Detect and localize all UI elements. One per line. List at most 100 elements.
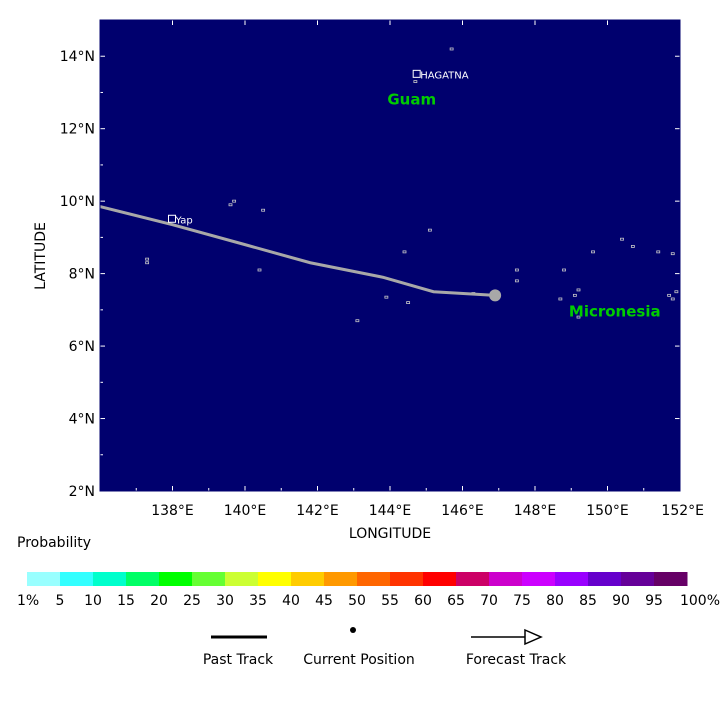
- probability-label: 20: [150, 593, 168, 609]
- probability-label: 70: [480, 593, 498, 609]
- island: [562, 268, 566, 272]
- x-axis-label: LONGITUDE: [349, 526, 431, 542]
- probability-label: 50: [348, 593, 366, 609]
- probability-swatch: [291, 572, 325, 586]
- island: [670, 252, 675, 256]
- probability-scale-labels: 1% 5 10 15 20 25 30 35 40 45 50 55 60 65 70 75 80 85 90 95 1…: [17, 593, 720, 609]
- x-tick-label: 138°E: [151, 503, 194, 519]
- city-marker-icon: [168, 214, 176, 223]
- y-tick-label: 14°N: [60, 49, 95, 65]
- probability-swatch: [126, 572, 160, 586]
- x-tick-label: 152°E: [661, 503, 704, 519]
- probability-label: 10: [84, 593, 102, 609]
- probability-swatch: [27, 572, 61, 586]
- island: [630, 245, 635, 248]
- probability-label: 25: [183, 593, 201, 609]
- current-position-marker: [489, 289, 502, 302]
- probability-swatch: [390, 572, 424, 586]
- island: [261, 208, 266, 212]
- y-tick-label: 8°N: [69, 267, 95, 283]
- x-tick-label: 150°E: [586, 503, 629, 519]
- x-tick-label: 146°E: [441, 503, 484, 519]
- island: [228, 203, 233, 207]
- probability-label: 40: [282, 593, 300, 609]
- probability-label: 55: [381, 593, 399, 609]
- city-labels: HAGATNA Yap: [168, 69, 469, 226]
- past-track-line: [99, 205, 496, 297]
- island: [145, 261, 150, 265]
- probability-color-scale: [27, 572, 688, 586]
- probability-swatch: [159, 572, 193, 586]
- island: [232, 199, 237, 203]
- forecast-track-key-label: Forecast Track: [466, 652, 567, 668]
- island: [449, 47, 454, 51]
- probability-label: 90: [612, 593, 630, 609]
- island: [656, 250, 661, 254]
- probability-swatch: [522, 572, 556, 586]
- island: [384, 295, 389, 299]
- y-tick-label: 6°N: [69, 339, 95, 355]
- probability-label: 35: [249, 593, 267, 609]
- x-tick-label: 140°E: [224, 503, 267, 519]
- y-tick-label: 12°N: [60, 122, 95, 138]
- region-label: Micronesia: [569, 303, 661, 321]
- axis-ticks: 138°E 140°E 142°E 144°E 146°E 148°E 150°E 152°E…: [60, 20, 704, 519]
- probability-label: 15: [117, 593, 135, 609]
- island: [427, 228, 432, 232]
- probability-swatch: [489, 572, 523, 586]
- probability-label: 5: [56, 593, 65, 609]
- city-label: HAGATNA: [420, 70, 469, 81]
- island: [674, 290, 679, 294]
- probability-label: 30: [216, 593, 234, 609]
- island: [572, 293, 577, 297]
- probability-swatch: [654, 572, 688, 586]
- probability-swatch: [357, 572, 391, 586]
- y-tick-label: 2°N: [69, 484, 95, 500]
- region-label: Guam: [387, 91, 436, 109]
- island: [670, 297, 675, 301]
- island: [667, 293, 672, 297]
- city-marker-icon: [412, 69, 421, 78]
- probability-swatch: [225, 572, 259, 586]
- island: [145, 257, 150, 261]
- probability-label: 100%: [680, 593, 720, 609]
- island: [257, 268, 262, 272]
- x-tick-label: 144°E: [369, 503, 412, 519]
- probability-label: 85: [579, 593, 597, 609]
- island: [576, 315, 581, 319]
- legend-title: Probability: [17, 535, 91, 551]
- probability-swatch: [621, 572, 655, 586]
- past-track-key-label: Past Track: [203, 652, 274, 668]
- island: [558, 297, 563, 301]
- map-area: [100, 20, 680, 491]
- probability-label: 1%: [17, 593, 39, 609]
- x-tick-label: 142°E: [296, 503, 339, 519]
- island: [591, 250, 595, 254]
- island: [514, 279, 519, 283]
- island: [576, 288, 581, 292]
- probability-swatch: [258, 572, 292, 586]
- current-position-key-dot: [350, 627, 356, 633]
- island: [514, 268, 519, 272]
- y-tick-label: 4°N: [69, 412, 95, 428]
- probability-label: 60: [414, 593, 432, 609]
- probability-label: 45: [315, 593, 333, 609]
- probability-swatch: [588, 572, 622, 586]
- island-outlines: [145, 47, 679, 323]
- y-tick-label: 10°N: [60, 194, 95, 210]
- island: [355, 319, 360, 323]
- probability-swatch: [93, 572, 127, 586]
- forecast-arrow-icon: [524, 628, 543, 646]
- probability-swatch: [192, 572, 226, 586]
- probability-label: 75: [513, 593, 531, 609]
- probability-swatch: [60, 572, 94, 586]
- y-axis-label: LATITUDE: [33, 222, 49, 290]
- island: [402, 250, 407, 254]
- probability-swatch: [324, 572, 358, 586]
- probability-swatch: [423, 572, 457, 586]
- island: [406, 301, 411, 305]
- x-tick-label: 148°E: [514, 503, 557, 519]
- region-labels: Guam Micronesia: [387, 91, 660, 321]
- city-label: Yap: [175, 215, 193, 226]
- island: [620, 237, 624, 241]
